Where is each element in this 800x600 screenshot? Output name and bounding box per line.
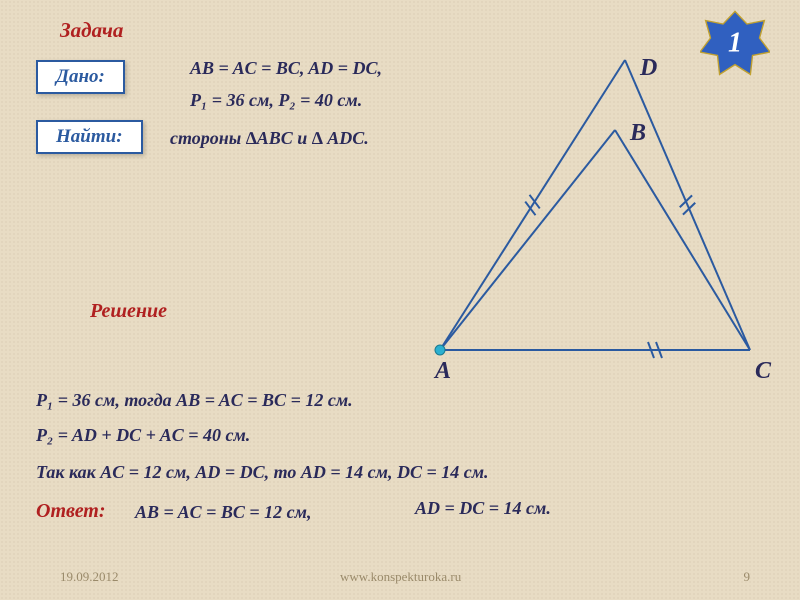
task-title: Задача [60,18,123,43]
svg-text:C: C [755,358,772,384]
find-label: Найти: [56,126,123,147]
find-text: стороны ∆ABC и ∆ ADC. [170,128,369,149]
answer-part-2: AD = DC = 14 см. [415,498,551,519]
solution-line-2: P₂ = AD + DC + AC = 40 см. [36,425,250,446]
given-label: Дано: [56,66,105,87]
svg-text:A: A [433,358,451,384]
answer-part-1: AB = AC = BC = 12 см, [135,502,311,523]
given-line-2: P₁ = 36 см, P₂ = 40 cм. [190,90,362,111]
triangle-diagram: A B C D [390,50,770,390]
footer-date: 19.09.2012 [60,569,119,585]
answer-label: Ответ: [36,500,106,523]
footer-page: 9 [744,569,751,585]
svg-text:B: B [629,120,646,146]
svg-text:D: D [639,55,657,81]
find-box: Найти: [36,120,143,154]
solution-line-1: P₁ = 36 см, тогда AB = AC = BC = 12 см. [36,390,353,411]
given-line-1: AB = AC = BC, AD = DC, [190,58,382,79]
solution-heading: Решение [90,300,167,323]
given-box: Дано: [36,60,125,94]
footer-site: www.konspekturoka.ru [340,569,461,585]
solution-line-3: Так как AC = 12 см, AD = DC, то AD = 14 … [36,462,489,483]
